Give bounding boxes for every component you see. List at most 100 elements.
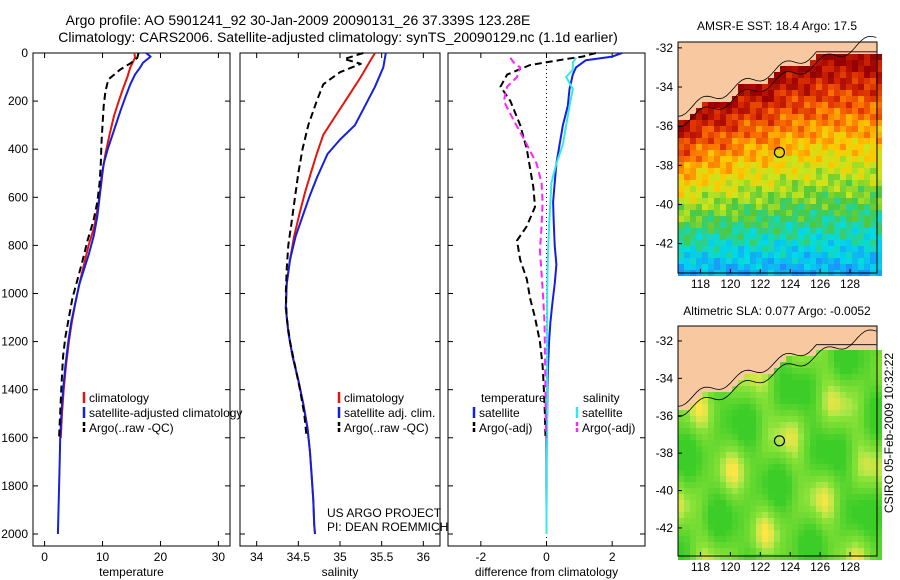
- map-cell: [732, 162, 738, 168]
- map-cell: [822, 120, 828, 126]
- map-cell: [816, 222, 822, 228]
- map-cell: [720, 144, 726, 150]
- map-cell: [720, 252, 726, 258]
- map-cell: [852, 60, 858, 66]
- map-cell: [762, 216, 768, 222]
- series-line: [284, 52, 364, 438]
- map-cell: [852, 500, 858, 506]
- map-cell: [846, 362, 852, 368]
- map-cell: [870, 548, 876, 554]
- map-cell: [858, 222, 864, 228]
- y-tick-label: -38: [656, 446, 674, 460]
- map-cell: [756, 228, 762, 234]
- map-cell: [690, 452, 696, 458]
- map-cell: [774, 452, 780, 458]
- map-cell: [822, 488, 828, 494]
- map-cell: [786, 464, 792, 470]
- map-cell: [834, 458, 840, 464]
- map-cell: [696, 512, 702, 518]
- map-cell: [696, 494, 702, 500]
- map-cell: [714, 198, 720, 204]
- map-cell: [846, 446, 852, 452]
- map-cell: [762, 108, 768, 114]
- map-cell: [768, 470, 774, 476]
- map-cell: [774, 132, 780, 138]
- x-tick-label: 122: [750, 560, 770, 574]
- map-cell: [714, 222, 720, 228]
- map-cell: [714, 488, 720, 494]
- map-cell: [708, 258, 714, 264]
- map-cell: [678, 126, 684, 132]
- map-cell: [798, 90, 804, 96]
- map-cell: [732, 476, 738, 482]
- map-cell: [732, 446, 738, 452]
- map-cell: [834, 126, 840, 132]
- map-cell: [786, 422, 792, 428]
- map-cell: [816, 246, 822, 252]
- map-cell: [828, 386, 834, 392]
- map-cell: [816, 216, 822, 222]
- map-cell: [750, 506, 756, 512]
- map-cell: [768, 530, 774, 536]
- map-cell: [690, 210, 696, 216]
- map-cell: [684, 216, 690, 222]
- map-cell: [690, 494, 696, 500]
- map-cell: [768, 102, 774, 108]
- map-cell: [732, 428, 738, 434]
- map-cell: [726, 120, 732, 126]
- map-cell: [690, 258, 696, 264]
- map-cell: [750, 264, 756, 270]
- x-tick-label: 124: [780, 560, 800, 574]
- map-cell: [708, 180, 714, 186]
- map-cell: [852, 398, 858, 404]
- y-tick-label: 0: [21, 46, 28, 60]
- map-cell: [690, 222, 696, 228]
- map-cell: [822, 350, 828, 356]
- map-cell: [780, 156, 786, 162]
- map-cell: [780, 386, 786, 392]
- map-cell: [720, 488, 726, 494]
- map-cell: [780, 258, 786, 264]
- map-cell: [774, 476, 780, 482]
- map-cell: [780, 144, 786, 150]
- map-cell: [834, 518, 840, 524]
- map-cell: [876, 84, 882, 90]
- map-cell: [846, 350, 852, 356]
- map-cell: [762, 210, 768, 216]
- map-cell: [714, 126, 720, 132]
- map-cell: [768, 234, 774, 240]
- map-cell: [810, 210, 816, 216]
- map-cell: [714, 500, 720, 506]
- map-cell: [726, 168, 732, 174]
- map-cell: [774, 464, 780, 470]
- map-cell: [840, 356, 846, 362]
- map-cell: [816, 410, 822, 416]
- map-cell: [780, 66, 786, 72]
- map-cell: [792, 476, 798, 482]
- map-cell: [864, 162, 870, 168]
- map-cell: [804, 252, 810, 258]
- map-cell: [822, 524, 828, 530]
- map-cell: [798, 356, 804, 362]
- map-cell: [834, 132, 840, 138]
- map-cell: [834, 222, 840, 228]
- map-cell: [822, 132, 828, 138]
- map-cell: [714, 416, 720, 422]
- map-cell: [744, 198, 750, 204]
- map-cell: [834, 204, 840, 210]
- map-cell: [690, 264, 696, 270]
- map-cell: [696, 470, 702, 476]
- map-cell: [798, 246, 804, 252]
- map-cell: [690, 180, 696, 186]
- map-cell: [858, 380, 864, 386]
- map-cell: [684, 530, 690, 536]
- legend-entry: Argo(-adj): [582, 421, 635, 435]
- map-cell: [828, 108, 834, 114]
- map-cell: [858, 368, 864, 374]
- map-cell: [858, 126, 864, 132]
- map-cell: [828, 126, 834, 132]
- map-cell: [756, 518, 762, 524]
- map-cell: [846, 162, 852, 168]
- map-cell: [756, 374, 762, 380]
- map-cell: [732, 536, 738, 542]
